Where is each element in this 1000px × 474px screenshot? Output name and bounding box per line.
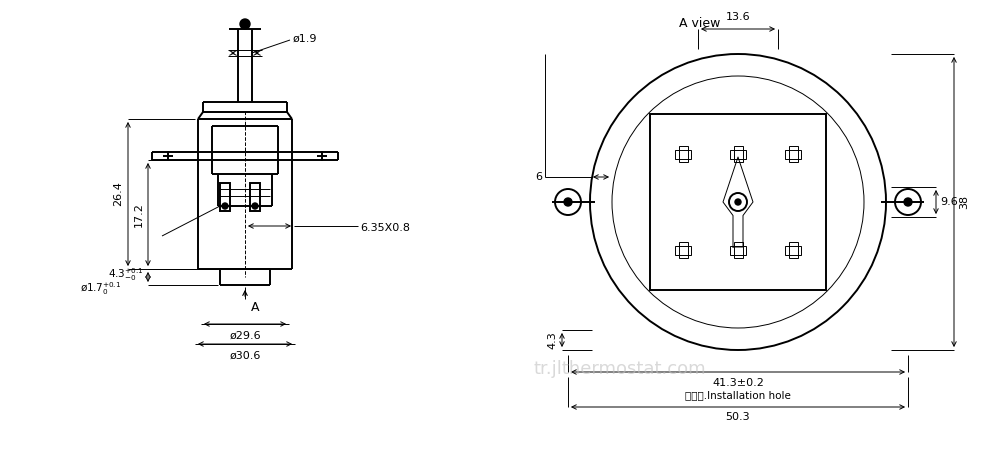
Text: 38: 38: [959, 195, 969, 209]
Text: 50.3: 50.3: [726, 412, 750, 422]
Bar: [250, 183, 260, 211]
Text: 4.3$^{+0.1}_{-0}$: 4.3$^{+0.1}_{-0}$: [108, 266, 144, 283]
Bar: [734, 146, 742, 162]
Bar: [734, 242, 742, 258]
Circle shape: [735, 199, 741, 205]
Bar: [678, 242, 688, 258]
Bar: [730, 149, 746, 158]
Circle shape: [222, 203, 228, 209]
Circle shape: [240, 19, 250, 29]
Text: 9.6: 9.6: [940, 197, 958, 207]
Bar: [678, 146, 688, 162]
Circle shape: [904, 198, 912, 206]
Text: ø1.9: ø1.9: [293, 34, 318, 44]
Bar: [788, 146, 798, 162]
Text: 6: 6: [535, 172, 542, 182]
Text: 41.3±0.2: 41.3±0.2: [712, 378, 764, 388]
Text: 4.3: 4.3: [547, 331, 557, 349]
Text: tr.jlthermostat.com: tr.jlthermostat.com: [534, 360, 706, 378]
Bar: [675, 149, 691, 158]
Bar: [220, 183, 230, 211]
Bar: [730, 246, 746, 255]
Text: ø1.7$^{+0.1}_{0}$: ø1.7$^{+0.1}_{0}$: [80, 281, 121, 297]
Bar: [785, 149, 801, 158]
Text: ø29.6: ø29.6: [229, 331, 261, 341]
Text: 26.4: 26.4: [113, 182, 123, 207]
Text: A view: A view: [679, 17, 721, 30]
Bar: [650, 114, 826, 290]
Text: A: A: [251, 301, 260, 314]
Bar: [785, 246, 801, 255]
Text: 安装孔.Installation hole: 安装孔.Installation hole: [685, 390, 791, 400]
Text: 17.2: 17.2: [134, 202, 144, 227]
Bar: [788, 242, 798, 258]
Text: ø30.6: ø30.6: [229, 351, 261, 361]
Circle shape: [564, 198, 572, 206]
Bar: [675, 246, 691, 255]
Text: 13.6: 13.6: [726, 12, 750, 22]
Circle shape: [252, 203, 258, 209]
Text: 6.35X0.8: 6.35X0.8: [360, 223, 410, 233]
